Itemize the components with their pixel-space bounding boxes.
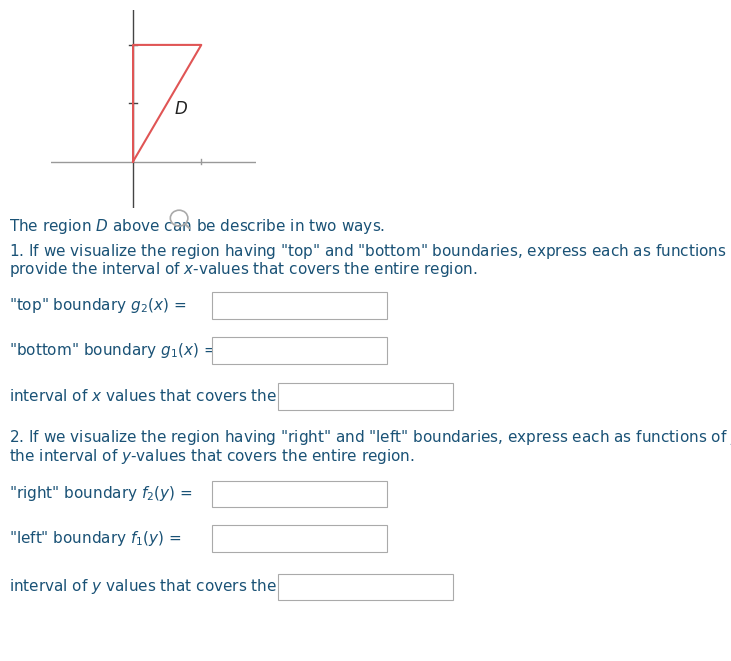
Bar bbox=[212, 292, 387, 319]
Text: interval of $x$ values that covers the region =: interval of $x$ values that covers the r… bbox=[9, 387, 347, 406]
Text: interval of $y$ values that covers the region =: interval of $y$ values that covers the r… bbox=[9, 578, 347, 596]
Text: "top" boundary $g_2(x)$ =: "top" boundary $g_2(x)$ = bbox=[9, 296, 186, 315]
Text: provide the interval of $x$-values that covers the entire region.: provide the interval of $x$-values that … bbox=[9, 260, 477, 279]
Text: $D$: $D$ bbox=[174, 100, 188, 118]
Bar bbox=[212, 525, 387, 552]
Text: "right" boundary $f_2(y)$ =: "right" boundary $f_2(y)$ = bbox=[9, 485, 192, 503]
Text: the interval of $y$-values that covers the entire region.: the interval of $y$-values that covers t… bbox=[9, 447, 414, 465]
Text: "left" boundary $f_1(y)$ =: "left" boundary $f_1(y)$ = bbox=[9, 529, 181, 548]
Bar bbox=[278, 574, 453, 600]
Bar bbox=[212, 337, 387, 364]
Bar bbox=[212, 481, 387, 507]
Text: The region $D$ above can be describe in two ways.: The region $D$ above can be describe in … bbox=[9, 217, 385, 235]
Text: 1. If we visualize the region having "top" and "bottom" boundaries, express each: 1. If we visualize the region having "to… bbox=[9, 242, 731, 260]
Text: "bottom" boundary $g_1(x)$ =: "bottom" boundary $g_1(x)$ = bbox=[9, 341, 216, 360]
Bar bbox=[278, 383, 453, 410]
Text: 2. If we visualize the region having "right" and "left" boundaries, express each: 2. If we visualize the region having "ri… bbox=[9, 428, 731, 447]
